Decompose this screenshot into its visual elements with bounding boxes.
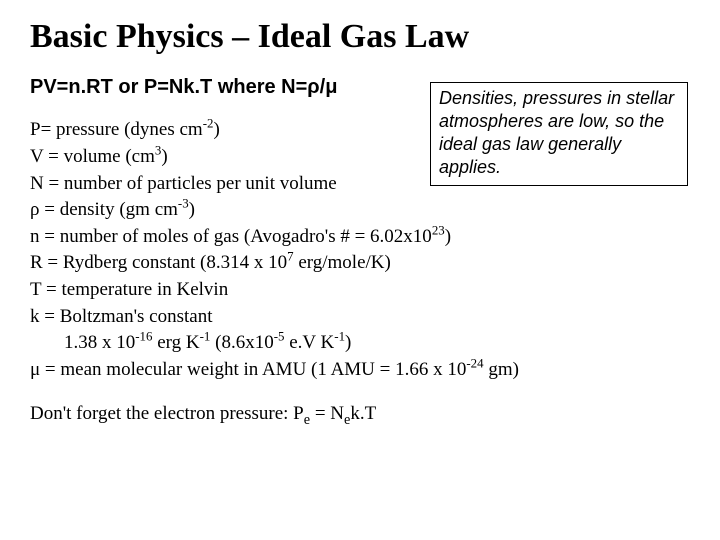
footer-c: k.T <box>350 403 376 424</box>
def-close: ) <box>189 199 195 220</box>
def-close: erg/mole/K) <box>294 252 391 273</box>
footer-note: Don't forget the electron pressure: Pe =… <box>30 401 690 428</box>
slide-title: Basic Physics – Ideal Gas Law <box>30 18 690 55</box>
def-density: ρ = density (gm cm-3) <box>30 197 690 224</box>
def-volume-text: V = volume (cm <box>30 146 155 167</box>
sup-exp: -5 <box>274 329 285 344</box>
def-temperature: T = temperature in Kelvin <box>30 277 690 304</box>
def-close: ) <box>213 119 219 140</box>
sup-exp: -2 <box>203 116 214 131</box>
mu-text-a: μ = mean molecular weight in AMU (1 AMU … <box>30 359 466 380</box>
sup-exp: 23 <box>432 222 445 237</box>
mu-text-b: gm) <box>484 359 519 380</box>
footer-b: = N <box>310 403 344 424</box>
def-pressure-text: P= pressure (dynes cm <box>30 119 203 140</box>
def-moles-text: n = number of moles of gas (Avogadro's #… <box>30 226 432 247</box>
def-mu: μ = mean molecular weight in AMU (1 AMU … <box>30 357 690 384</box>
k-val-b: erg K <box>152 332 199 353</box>
def-moles: n = number of moles of gas (Avogadro's #… <box>30 224 690 251</box>
k-val-a: 1.38 x 10 <box>64 332 135 353</box>
footer-a: Don't forget the electron pressure: P <box>30 403 304 424</box>
def-close: ) <box>161 146 167 167</box>
k-val-e: ) <box>345 332 351 353</box>
def-boltzman-value: 1.38 x 10-16 erg K-1 (8.6x10-5 e.V K-1) <box>30 330 690 357</box>
def-close: ) <box>445 226 451 247</box>
sup-exp: -1 <box>334 329 345 344</box>
sup-exp: -16 <box>135 329 152 344</box>
slide-container: Basic Physics – Ideal Gas Law PV=n.RT or… <box>0 0 720 540</box>
callout-box: Densities, pressures in stellar atmosphe… <box>430 82 688 186</box>
k-val-c: (8.6x10 <box>210 332 273 353</box>
sup-exp: -1 <box>200 329 211 344</box>
def-boltzman: k = Boltzman's constant <box>30 304 690 331</box>
def-rydberg-text: R = Rydberg constant (8.314 x 10 <box>30 252 287 273</box>
def-rydberg: R = Rydberg constant (8.314 x 107 erg/mo… <box>30 250 690 277</box>
k-val-d: e.V K <box>284 332 334 353</box>
sup-exp: -3 <box>178 196 189 211</box>
def-density-text: ρ = density (gm cm <box>30 199 178 220</box>
sup-exp: -24 <box>466 355 483 370</box>
